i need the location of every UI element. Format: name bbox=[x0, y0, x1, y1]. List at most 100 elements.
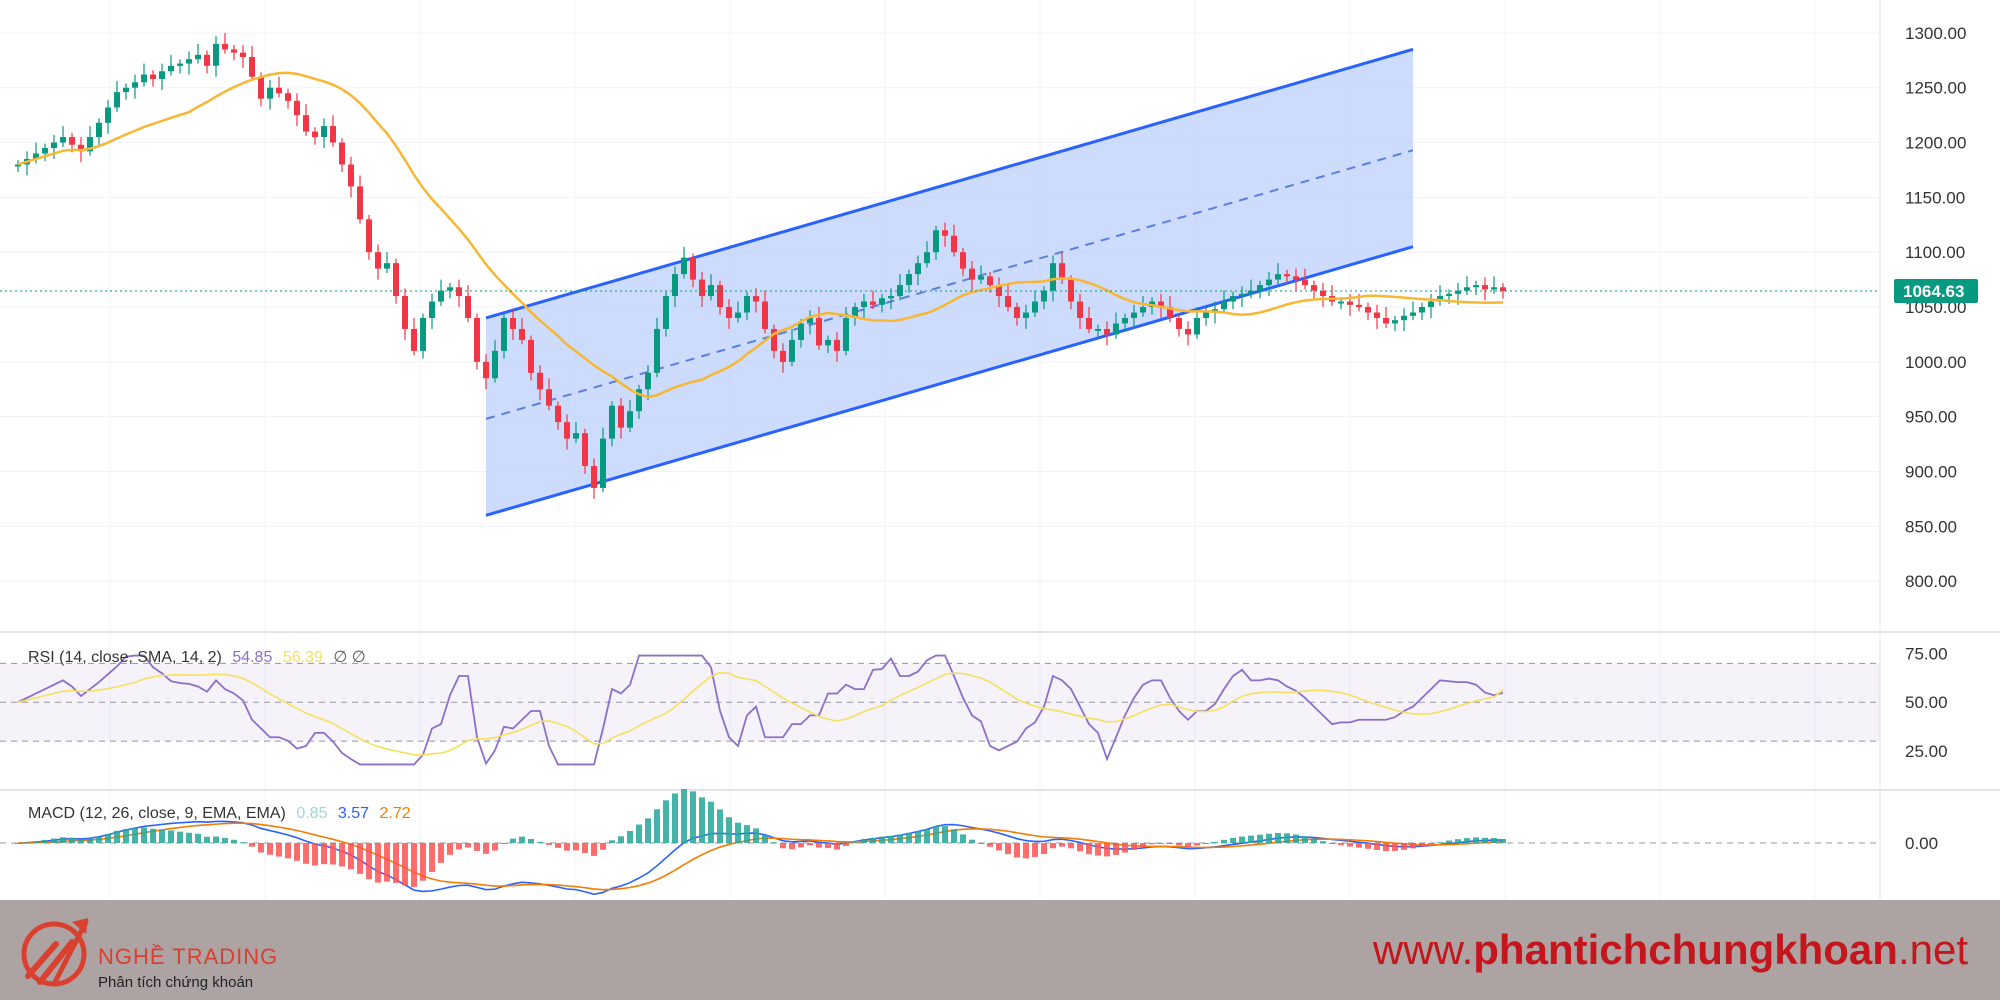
candle-body bbox=[717, 285, 723, 308]
macd-histogram-bar bbox=[1122, 843, 1128, 853]
candle-body bbox=[132, 82, 138, 88]
price-tick-label: 900.00 bbox=[1905, 462, 1957, 481]
rsi-legend-extra: ∅ ∅ bbox=[333, 649, 366, 666]
candle-body bbox=[222, 43, 228, 50]
candle-body bbox=[771, 328, 777, 351]
candle-body bbox=[114, 92, 120, 108]
candle-body bbox=[204, 54, 210, 66]
candle-body bbox=[321, 126, 327, 138]
macd-histogram-bar bbox=[114, 830, 120, 843]
candle-body bbox=[1230, 296, 1236, 302]
macd-line-value: 3.57 bbox=[337, 805, 370, 822]
macd-histogram-bar bbox=[69, 837, 75, 843]
candle-body bbox=[240, 52, 246, 58]
macd-histogram-bar bbox=[330, 843, 336, 865]
candle-body bbox=[276, 87, 282, 94]
chart-area[interactable]: 1300.00 1250.00 1200.00 1150.00 1100.00 1050.… bbox=[0, 0, 2000, 900]
macd-histogram-bar bbox=[1392, 843, 1398, 851]
macd-histogram-bar bbox=[852, 842, 858, 844]
macd-histogram-bar bbox=[1077, 843, 1083, 852]
candle-body bbox=[933, 230, 939, 253]
candle-body bbox=[1176, 317, 1182, 329]
price-tick-label: 850.00 bbox=[1905, 517, 1957, 536]
channel-fill bbox=[486, 49, 1413, 516]
macd-histogram-bar bbox=[1500, 838, 1506, 843]
macd-histogram-bar bbox=[240, 842, 246, 844]
candle-body bbox=[1347, 301, 1353, 305]
candle-body bbox=[681, 257, 687, 275]
macd-histogram-bar bbox=[312, 843, 318, 866]
candle-body bbox=[1464, 287, 1470, 291]
macd-histogram-bar bbox=[258, 843, 264, 853]
macd-histogram-bar bbox=[1140, 843, 1146, 848]
macd-histogram-bar bbox=[978, 843, 984, 844]
website-link[interactable]: www.phantichchungkhoan.net bbox=[1373, 926, 1968, 974]
candle-body bbox=[1050, 263, 1056, 291]
candle-body bbox=[1374, 312, 1380, 318]
ma-line bbox=[17, 71, 1504, 399]
candle-body bbox=[1185, 328, 1191, 335]
candle-body bbox=[519, 328, 525, 340]
macd-histogram-bar bbox=[546, 843, 552, 845]
macd-histogram-bar bbox=[789, 843, 795, 850]
candle-body bbox=[825, 339, 831, 346]
candle-body bbox=[1005, 296, 1011, 308]
macd-histogram-bar bbox=[15, 843, 21, 844]
candle-body bbox=[636, 389, 642, 412]
macd-histogram-bar bbox=[132, 828, 138, 843]
price-tick-label: 1000.00 bbox=[1905, 353, 1966, 372]
candle-body bbox=[1473, 285, 1479, 288]
candle-body bbox=[375, 252, 381, 269]
candle-body bbox=[105, 107, 111, 123]
candle-body bbox=[1221, 301, 1227, 310]
candle-body bbox=[1410, 312, 1416, 316]
macd-histogram-bar bbox=[1302, 836, 1308, 843]
candle-body bbox=[1419, 307, 1425, 313]
macd-histogram-bar bbox=[1104, 843, 1110, 857]
macd-histogram-bar bbox=[915, 830, 921, 843]
candle-body bbox=[699, 279, 705, 297]
macd-histogram-bar bbox=[429, 843, 435, 873]
last-price-tag bbox=[1894, 278, 1978, 303]
macd-histogram-bar bbox=[24, 842, 30, 844]
candle-body bbox=[915, 263, 921, 275]
candle-body bbox=[735, 312, 741, 318]
candle-body bbox=[249, 57, 255, 77]
candle-body bbox=[285, 93, 291, 101]
macd-histogram-bar bbox=[447, 843, 453, 855]
macd-histogram-bar bbox=[645, 818, 651, 843]
candle-body bbox=[60, 137, 66, 143]
candle-body bbox=[1041, 290, 1047, 302]
candle-body bbox=[1500, 287, 1506, 291]
macd-histogram-bar bbox=[573, 843, 579, 851]
macd-legend-name: MACD (12, 26, close, 9, EMA, EMA) bbox=[28, 805, 286, 822]
macd-histogram-bar bbox=[159, 829, 165, 843]
macd-histogram-bar bbox=[1068, 843, 1074, 849]
macd-histogram-bar bbox=[699, 797, 705, 843]
macd-histogram-bar bbox=[726, 817, 732, 843]
price-tick-label: 800.00 bbox=[1905, 572, 1957, 591]
macd-histogram-bar bbox=[897, 834, 903, 843]
candle-body bbox=[798, 323, 804, 340]
macd-histogram-bar bbox=[816, 843, 822, 848]
macd-histogram-bar bbox=[105, 833, 111, 843]
macd-histogram-bar bbox=[492, 843, 498, 851]
candle-body bbox=[312, 131, 318, 138]
chart-svg[interactable]: 1300.001250.001200.001150.001100.001050.… bbox=[0, 0, 2000, 900]
candle-body bbox=[537, 372, 543, 390]
candle-body bbox=[1446, 293, 1452, 297]
macd-histogram-bar bbox=[465, 843, 471, 848]
macd-histogram-bar bbox=[1266, 833, 1272, 843]
macd-histogram-bar bbox=[123, 829, 129, 843]
candle-body bbox=[1356, 304, 1362, 308]
macd-histogram-bar bbox=[1446, 840, 1452, 843]
candle-body bbox=[978, 276, 984, 280]
candle-body bbox=[267, 87, 273, 99]
macd-histogram-bar bbox=[42, 839, 48, 843]
candle-body bbox=[996, 285, 1002, 297]
macd-histogram-bar bbox=[501, 842, 507, 844]
macd-histogram-bar bbox=[582, 843, 588, 853]
channel-lower-line bbox=[485, 245, 1414, 517]
macd-histogram-bar bbox=[51, 838, 57, 843]
candle-body bbox=[1455, 290, 1461, 294]
